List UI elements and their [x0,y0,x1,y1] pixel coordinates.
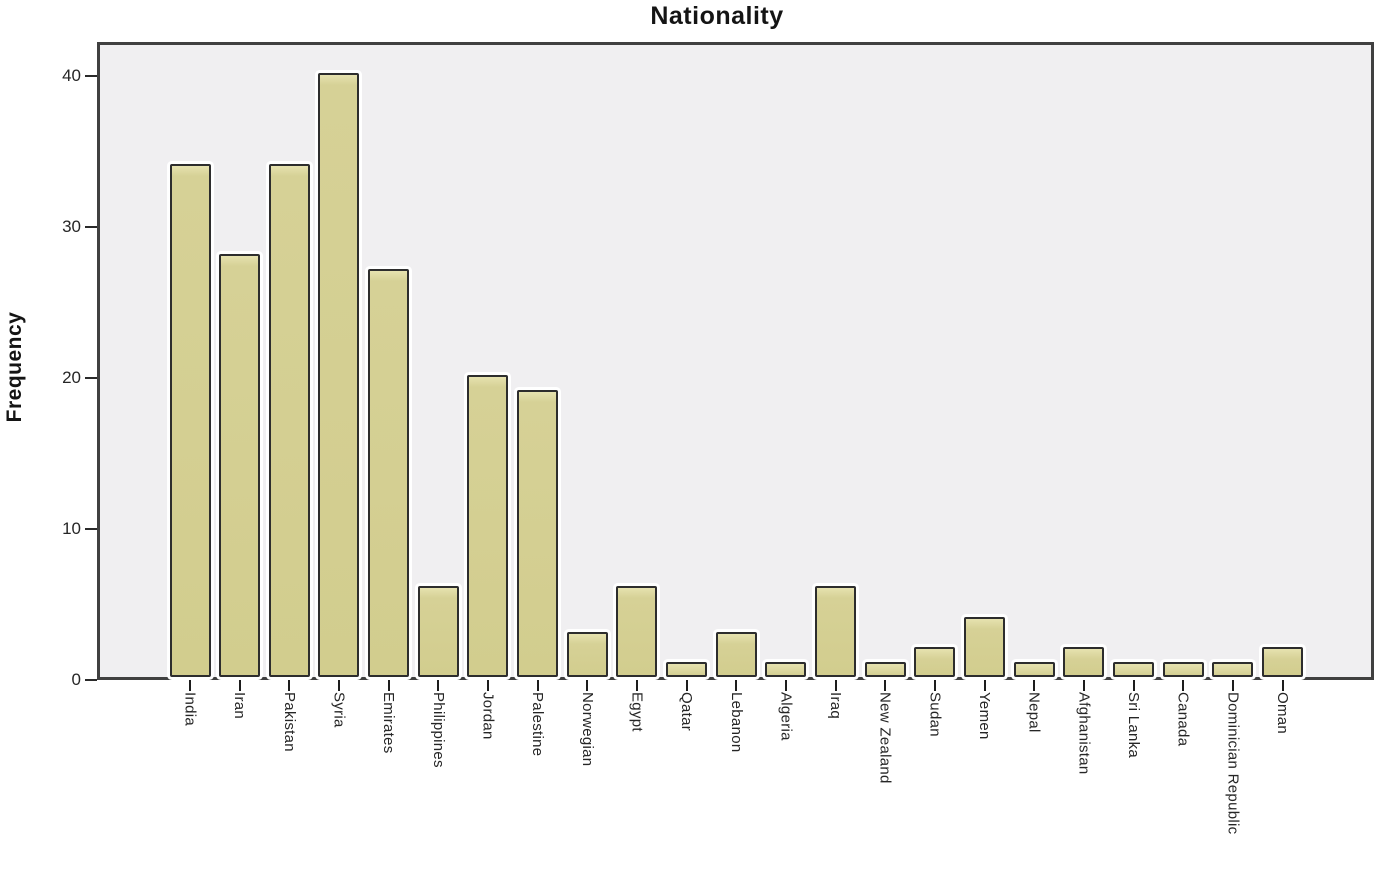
x-category-label-dominician-republic: Dominician Republic [1224,692,1242,835]
x-axis-tick [834,680,837,691]
x-category-label-iran: Iran [231,692,249,720]
bar-india [169,164,211,677]
bar-iran [219,254,261,677]
x-axis-tick [337,680,340,691]
bar-afghanistan [1063,647,1105,677]
x-axis-tick [983,680,986,691]
bars-container [100,45,1371,677]
y-axis-label: Frequency [3,311,26,423]
y-axis-tick-label: 30 [62,216,81,236]
y-axis-tick [85,527,97,530]
x-category-label-nepal: Nepal [1025,692,1043,733]
y-axis-tick-label: 20 [62,367,81,387]
bar-palestine [517,390,559,677]
x-category-label-philippines: Philippines [429,692,447,768]
bar-lebanon [715,632,757,677]
bar-jordan [467,375,509,677]
x-category-label-emirates: Emirates [380,692,398,754]
bar-emirates [368,269,410,677]
x-category-label-afghanistan: Afghanistan [1075,692,1093,775]
chart-title: Nationality [650,2,784,30]
x-axis-tick [437,680,440,691]
x-category-label-egypt: Egypt [628,692,646,732]
x-category-label-syria: Syria [330,692,348,728]
x-category-label-jordan: Jordan [479,692,497,740]
bar-sri-lanka [1113,662,1155,677]
x-category-label-sri-lanka: Sri Lanka [1125,692,1143,759]
x-category-label-new-zealand: New Zealand [876,692,894,784]
x-axis-tick [784,680,787,691]
x-axis-tick [1182,680,1185,691]
x-axis-tick [1033,680,1036,691]
bar-pakistan [268,164,310,677]
x-category-label-yemen: Yemen [976,692,994,740]
bar-dominician-republic [1212,662,1254,677]
y-axis-tick-label: 0 [71,670,81,689]
x-category-label-india: India [181,692,199,727]
x-category-label-iraq: Iraq [827,692,845,720]
x-axis-tick [288,680,291,691]
x-axis-tick [238,680,241,691]
bar-nepal [1013,662,1055,677]
x-axis-tick [486,680,489,691]
x-axis-tick [884,680,887,691]
y-axis-tick [85,679,97,681]
x-axis-tick [1132,680,1135,691]
y-axis-tick-label: 40 [62,65,81,85]
x-category-label-norwegian: Norwegian [578,692,596,767]
plot-area [97,42,1374,680]
bar-canada [1162,662,1204,677]
x-category-label-palestine: Palestine [529,692,547,757]
x-axis-tick [685,680,688,691]
x-axis-tick [1281,680,1284,691]
bar-sudan [914,647,956,677]
x-axis-tick [387,680,390,691]
bar-yemen [964,617,1006,677]
y-axis-tick [85,376,97,379]
x-category-label-oman: Oman [1274,692,1292,735]
x-axis-tick [1231,680,1234,691]
x-axis-tick [735,680,738,691]
x-category-label-pakistan: Pakistan [280,692,298,752]
x-axis-tick [1082,680,1085,691]
bar-iraq [815,586,857,677]
bar-algeria [765,662,807,677]
bar-qatar [666,662,708,677]
bar-oman [1262,647,1304,677]
y-axis-tick-label: 10 [62,518,81,538]
x-axis-tick [189,680,191,691]
x-category-label-lebanon: Lebanon [727,692,745,753]
y-axis-tick [85,74,97,77]
bar-new-zealand [864,662,906,677]
x-category-label-canada: Canada [1174,692,1192,747]
bar-syria [318,73,360,677]
bar-egypt [616,586,658,677]
x-axis-tick [536,680,539,691]
x-axis-tick [933,680,936,691]
bar-norwegian [566,632,608,677]
bar-philippines [417,586,459,677]
x-category-label-qatar: Qatar [678,692,696,732]
x-axis-tick [635,680,638,691]
y-axis-tick [85,225,97,228]
x-category-label-algeria: Algeria [777,692,795,741]
x-axis-tick [586,680,589,691]
x-category-label-sudan: Sudan [926,692,944,737]
